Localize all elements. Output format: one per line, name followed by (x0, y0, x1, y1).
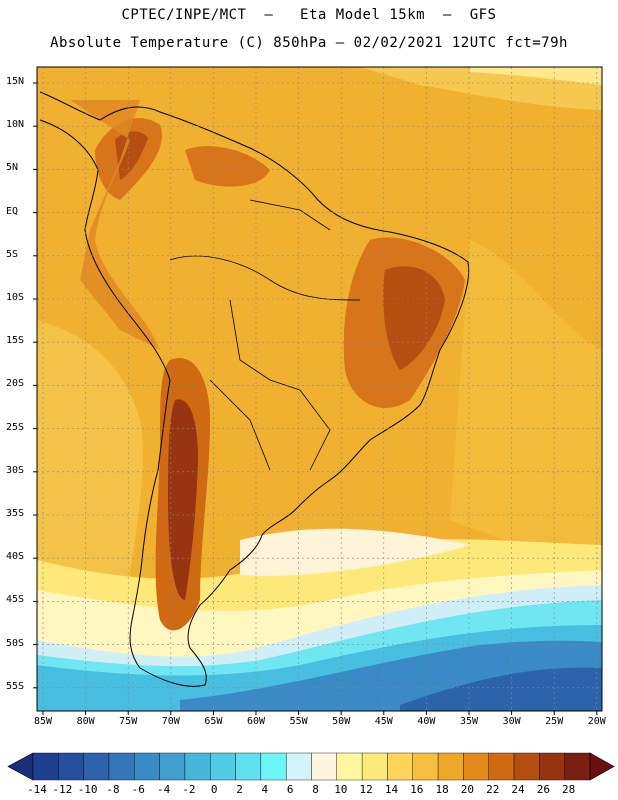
lat-label: 55S (6, 680, 25, 692)
lat-label: 25S (6, 421, 25, 433)
lat-label: 15S (6, 335, 25, 347)
colorbar-label: 20 (460, 783, 475, 796)
field-hot-brazil-core (383, 266, 445, 370)
lat-label: 50S (6, 637, 25, 649)
coastline (39, 91, 470, 687)
lat-lon-grid (37, 67, 602, 711)
field-hot-northwest (70, 100, 160, 350)
colorbar-label: 18 (435, 783, 449, 796)
colorbar-label: 14 (384, 783, 399, 796)
temperature-field (37, 67, 602, 711)
colorbar-label: 2 (236, 783, 243, 796)
colorbar (7, 752, 615, 781)
colorbar-swatch (488, 752, 515, 781)
colorbar-swatch (210, 752, 236, 781)
colorbar-swatch (387, 752, 413, 781)
lon-label: 65W (204, 716, 223, 727)
colorbar-label: 12 (359, 783, 373, 796)
colorbar-swatch (260, 752, 287, 781)
chart-title-line1: CPTEC/INPE/MCT – Eta Model 15km – GFS (121, 7, 497, 23)
colorbar-swatch (336, 752, 363, 781)
colorbar-label: 6 (286, 783, 294, 796)
field-north-pale (470, 67, 602, 85)
lat-label: EQ (6, 205, 19, 217)
colorbar-label: 22 (486, 783, 500, 796)
colorbar-swatch (285, 752, 312, 781)
field-cold-5 (400, 667, 602, 711)
colorbar-swatch (311, 752, 338, 781)
colorbar-arrow-right (589, 752, 615, 781)
field-hot-venezuela (185, 146, 270, 187)
map-frame (36, 66, 603, 712)
lat-label: 20S (6, 378, 25, 390)
lon-label: 70W (161, 716, 180, 727)
lon-label: 75W (119, 716, 138, 727)
colorbar-label: -4 (156, 783, 171, 796)
lon-label: 80W (76, 716, 95, 727)
colorbar-label: -6 (131, 783, 145, 796)
lat-label: 5S (6, 248, 19, 260)
colorbar-label: -10 (77, 783, 98, 796)
colorbar-swatch (58, 752, 84, 781)
lon-label: 20W (587, 716, 606, 727)
colorbar-swatch (361, 752, 388, 781)
colorbar-swatch (83, 752, 110, 781)
colorbar-swatch (412, 752, 439, 781)
axis-ticks (33, 82, 598, 715)
lon-label: 25W (545, 716, 564, 727)
colorbar-swatch (134, 752, 160, 781)
colorbar-label: 0 (210, 783, 218, 796)
colorbar-swatch (564, 752, 591, 781)
lon-label: 45W (374, 716, 393, 727)
colorbar-swatch (32, 752, 59, 781)
colorbar-label: 8 (312, 783, 319, 796)
colorbar-label: 16 (410, 783, 424, 796)
colorbar-swatch (539, 752, 565, 781)
colorbar-arrow-left (7, 752, 34, 781)
colorbar-label: -2 (182, 783, 196, 796)
colorbar-swatch (108, 752, 135, 781)
lon-label: 50W (332, 716, 351, 727)
colorbar-label: 26 (536, 783, 550, 796)
lat-label: 15N (6, 76, 25, 87)
field-hot-andes-core (168, 399, 198, 600)
lon-label: 85W (33, 716, 53, 727)
country-borders (169, 199, 361, 471)
lon-label: 55W (289, 716, 308, 727)
lat-label: 10N (6, 119, 25, 131)
colorbar-label: -14 (27, 783, 47, 796)
lat-label: 45S (6, 594, 25, 606)
colorbar-swatch (235, 752, 262, 781)
colorbar-label: -12 (52, 783, 73, 796)
lon-label: 40W (417, 716, 436, 727)
lon-label: 30W (502, 716, 521, 727)
lat-label: 10S (6, 292, 25, 303)
colorbar-swatch (437, 752, 464, 781)
lat-label: 5N (6, 162, 19, 174)
colorbar-label: -8 (106, 783, 120, 796)
field-pacific (37, 320, 143, 640)
field-hot-colombia-core (115, 131, 148, 180)
chart-title-line2: Absolute Temperature (C) 850hPa – 02/02/… (50, 35, 568, 51)
lat-label: 30S (6, 464, 25, 476)
colorbar-swatch (184, 752, 211, 781)
colorbar-label: 4 (261, 783, 269, 796)
colorbar-swatch (513, 752, 540, 781)
colorbar-label: 28 (562, 783, 576, 796)
lon-label: 35W (459, 716, 479, 727)
colorbar-label: 24 (511, 783, 525, 796)
field-pale-tongue (240, 528, 470, 576)
colorbar-label: 10 (334, 783, 348, 796)
field-atlantic (450, 240, 602, 560)
colorbar-swatch (159, 752, 186, 781)
lat-label: 40S (6, 551, 25, 563)
lon-label: 60W (246, 716, 266, 727)
colorbar-swatch (463, 752, 489, 781)
lat-label: 35S (6, 508, 25, 519)
